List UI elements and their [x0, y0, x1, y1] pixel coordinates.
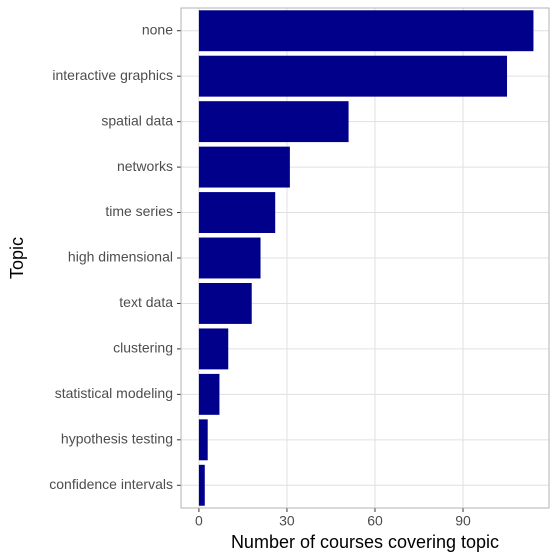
- y-tick-label: networks: [117, 158, 173, 174]
- y-tick-label: time series: [105, 203, 173, 219]
- bar: [198, 237, 261, 279]
- bar: [198, 419, 208, 461]
- bar: [198, 101, 349, 143]
- y-tick-label: high dimensional: [68, 249, 173, 265]
- y-tick-label: spatial data: [101, 112, 173, 128]
- bar: [198, 328, 229, 370]
- bar: [198, 283, 252, 324]
- y-tick-label: confidence intervals: [49, 476, 173, 492]
- bar: [198, 10, 534, 52]
- y-tick-label: interactive graphics: [52, 67, 173, 83]
- bar: [198, 55, 508, 97]
- x-axis-title: Number of courses covering topic: [231, 532, 499, 552]
- y-tick-label: hypothesis testing: [61, 431, 173, 447]
- y-axis-title: Topic: [7, 237, 27, 279]
- bar: [198, 373, 220, 415]
- y-tick-label: statistical modeling: [55, 385, 173, 401]
- x-tick-label: 60: [367, 513, 383, 529]
- y-tick-label: none: [142, 21, 173, 37]
- y-tick-label: text data: [119, 294, 173, 310]
- bar: [198, 464, 205, 506]
- x-tick-label: 90: [455, 513, 471, 529]
- bar: [198, 192, 276, 233]
- y-tick-label: clustering: [113, 340, 173, 356]
- x-tick-label: 0: [195, 513, 203, 529]
- panel-border: [180, 7, 550, 509]
- bar: [198, 146, 290, 188]
- x-tick-label: 30: [279, 513, 295, 529]
